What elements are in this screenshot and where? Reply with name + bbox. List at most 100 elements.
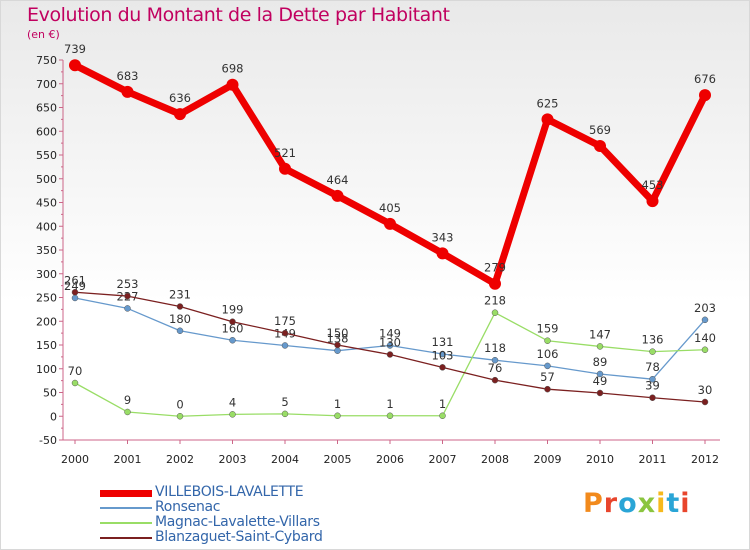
- y-tick-label: 750: [36, 54, 57, 67]
- data-point: [334, 341, 341, 349]
- data-label: 464: [327, 173, 349, 187]
- data-label: 676: [694, 72, 716, 86]
- data-point: [71, 379, 79, 387]
- data-point: [544, 385, 551, 393]
- line-chart: -500501001502002503003504004505005506006…: [36, 42, 720, 466]
- data-point: [124, 305, 131, 312]
- y-tick-label: -50: [39, 434, 57, 447]
- x-tick-label: 2011: [639, 453, 667, 466]
- data-label: 218: [484, 294, 506, 308]
- data-label: 261: [64, 273, 86, 287]
- data-label: 159: [537, 322, 559, 336]
- data-label: 180: [169, 312, 191, 326]
- data-point: [71, 294, 79, 302]
- y-tick-label: 500: [36, 173, 57, 186]
- y-tick-label: 550: [36, 149, 57, 162]
- data-point: [386, 342, 394, 349]
- data-label: 625: [537, 96, 559, 110]
- data-point: [649, 375, 656, 383]
- data-point: [544, 362, 551, 370]
- legend-swatch: [100, 522, 152, 524]
- x-tick-label: 2007: [429, 453, 457, 466]
- y-tick-label: 250: [36, 292, 57, 305]
- data-label: 103: [432, 348, 454, 362]
- data-point: [439, 364, 446, 371]
- x-tick-label: 2008: [481, 453, 509, 466]
- data-point: [701, 346, 709, 353]
- data-label: 39: [645, 379, 660, 393]
- data-label: 1: [386, 397, 393, 411]
- data-point: [174, 108, 186, 121]
- data-point: [279, 162, 291, 175]
- data-point: [226, 78, 239, 91]
- data-label: 57: [540, 370, 555, 384]
- data-label: 106: [537, 347, 559, 361]
- data-point: [176, 303, 184, 310]
- y-tick-label: 700: [36, 78, 57, 91]
- x-tick-label: 2004: [271, 453, 299, 466]
- data-point: [331, 189, 344, 202]
- y-tick-label: 100: [36, 363, 57, 376]
- data-label: 160: [222, 321, 244, 335]
- data-point: [491, 309, 499, 316]
- legend-swatch: [100, 537, 152, 539]
- data-label: 249: [64, 279, 86, 293]
- data-point: [124, 292, 131, 300]
- x-tick-label: 2001: [114, 453, 142, 466]
- data-label: 147: [589, 327, 611, 341]
- chart-subtitle: (en €): [27, 28, 60, 41]
- data-point: [541, 113, 554, 126]
- chart-title: Evolution du Montant de la Dette par Hab…: [27, 4, 450, 26]
- data-point: [69, 59, 81, 72]
- data-point: [594, 139, 606, 152]
- x-tick-label: 2000: [61, 453, 89, 466]
- data-label: 1: [334, 397, 341, 411]
- data-label: 203: [694, 301, 716, 315]
- y-tick-label: 150: [36, 339, 57, 352]
- data-label: 78: [645, 360, 660, 374]
- data-label: 130: [379, 336, 401, 350]
- x-tick-label: 2012: [691, 453, 719, 466]
- data-label: 149: [379, 326, 401, 340]
- legend-label: VILLEBOIS-LAVALETTE: [155, 484, 304, 500]
- data-point: [596, 370, 604, 378]
- data-point: [544, 337, 551, 344]
- data-label: 521: [274, 146, 296, 160]
- data-label: 131: [432, 335, 454, 349]
- data-point: [439, 350, 446, 358]
- data-label: 0: [176, 397, 183, 411]
- data-label: 150: [327, 326, 349, 340]
- y-tick-label: 200: [36, 315, 57, 328]
- data-label: 698: [222, 62, 244, 76]
- x-tick-label: 2003: [219, 453, 247, 466]
- data-point: [649, 348, 656, 355]
- data-label: 5: [281, 395, 288, 409]
- data-point: [281, 329, 289, 337]
- data-label: 253: [117, 277, 139, 291]
- data-point: [229, 337, 236, 344]
- data-label: 343: [432, 230, 454, 244]
- data-point: [121, 85, 134, 98]
- data-label: 136: [642, 333, 664, 347]
- legend-swatch: [100, 507, 152, 509]
- data-label: 138: [327, 332, 349, 346]
- data-point: [386, 412, 394, 420]
- y-tick-label: 650: [36, 102, 57, 115]
- y-tick-label: 350: [36, 244, 57, 257]
- y-tick-label: 450: [36, 197, 57, 210]
- data-label: 453: [642, 178, 664, 192]
- data-label: 76: [488, 361, 503, 375]
- y-tick-label: 600: [36, 125, 57, 138]
- data-point: [384, 217, 396, 230]
- legend-label: Magnac-Lavalette-Villars: [155, 514, 320, 530]
- data-label: 175: [274, 314, 296, 328]
- data-point: [436, 247, 449, 260]
- data-point: [176, 413, 184, 420]
- x-tick-label: 2005: [324, 453, 352, 466]
- data-label: 405: [379, 201, 401, 215]
- data-point: [701, 316, 709, 324]
- data-point: [596, 343, 604, 350]
- data-point: [491, 376, 499, 384]
- data-point: [489, 277, 501, 290]
- data-point: [386, 351, 394, 358]
